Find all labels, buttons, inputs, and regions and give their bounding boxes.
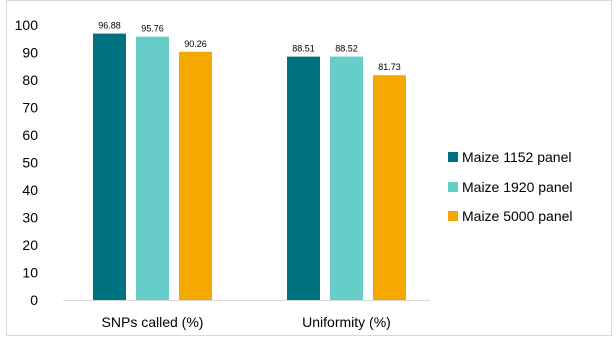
- data-label: 81.73: [378, 62, 401, 72]
- bar: [330, 56, 363, 300]
- y-tick-label: 80: [22, 72, 38, 88]
- y-tick-label: 10: [22, 265, 38, 281]
- y-tick-label: 30: [22, 210, 38, 226]
- x-axis: SNPs called (%) Uniformity (%): [63, 300, 430, 330]
- data-labels: 96.88 95.76 90.26 88.51 88.52 81.73: [98, 21, 401, 73]
- bars: [93, 33, 406, 301]
- legend-label: Maize 1152 panel: [462, 149, 571, 165]
- y-axis: 0 10 20 30 40 50 60 70 80 90 100: [15, 17, 39, 308]
- legend: Maize 1152 panel Maize 1920 panel Maize 50…: [448, 149, 573, 224]
- data-label: 90.26: [184, 39, 207, 49]
- data-label: 96.88: [98, 21, 121, 31]
- y-tick-label: 0: [30, 292, 38, 308]
- bar: [179, 51, 212, 300]
- chart-frame: [6, 0, 612, 336]
- bar: [136, 36, 169, 300]
- y-tick-label: 100: [15, 17, 39, 33]
- bar: [287, 56, 320, 300]
- y-tick-label: 60: [22, 127, 38, 143]
- data-label: 95.76: [141, 24, 164, 34]
- legend-label: Maize 1920 panel: [462, 179, 573, 195]
- y-tick-label: 50: [22, 155, 38, 171]
- y-tick-label: 70: [22, 100, 38, 116]
- bar: [93, 33, 126, 301]
- legend-swatch: [448, 182, 458, 192]
- y-tick-label: 40: [22, 182, 38, 198]
- x-category-label: SNPs called (%): [102, 314, 204, 330]
- legend-swatch: [448, 211, 458, 221]
- legend-label: Maize 5000 panel: [462, 208, 573, 224]
- legend-swatch: [448, 152, 458, 162]
- x-category-label: Uniformity (%): [302, 314, 391, 330]
- y-tick-label: 90: [22, 45, 38, 61]
- y-tick-label: 20: [22, 237, 38, 253]
- data-label: 88.52: [335, 44, 358, 54]
- bar: [373, 75, 406, 301]
- data-label: 88.51: [292, 44, 315, 54]
